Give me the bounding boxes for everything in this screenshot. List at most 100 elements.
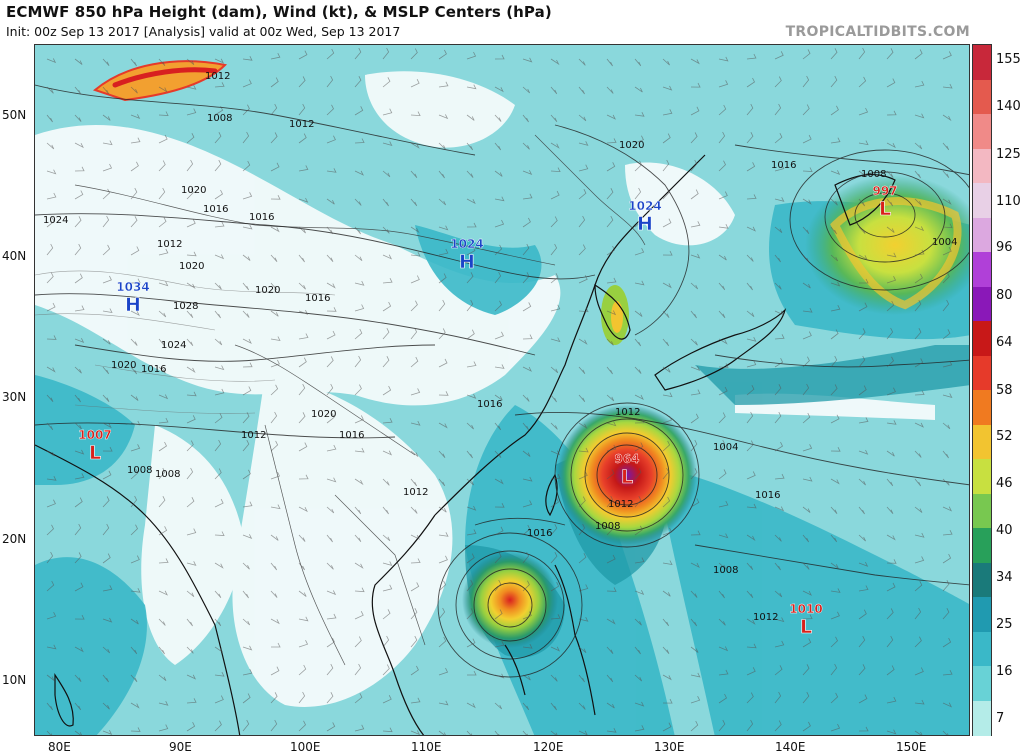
isobar-labels: 1012100810121020101610161024101210201020…: [43, 71, 957, 623]
wind-barb: [270, 590, 278, 598]
brand-label[interactable]: TROPICALTIDBITS.COM: [785, 24, 970, 40]
wind-barb: [382, 635, 390, 648]
wind-barb: [914, 273, 923, 284]
wind-barb: [942, 223, 953, 229]
wind-barb: [662, 392, 673, 398]
wind-barb: [550, 190, 560, 200]
wind-barb: [326, 637, 335, 648]
colorbar-segment: [973, 493, 991, 529]
wind-barb: [214, 282, 222, 290]
wind-barb: [774, 334, 785, 340]
wind-barb: [690, 468, 698, 480]
wind-barb: [46, 272, 54, 284]
wind-barb: [270, 77, 279, 88]
wind-barb: [942, 637, 952, 648]
wind-barb: [158, 646, 165, 655]
lat-label-10n: 10N: [2, 673, 27, 687]
wind-barb: [438, 730, 446, 735]
wind-barb: [802, 691, 810, 704]
wind-barb: [802, 664, 810, 676]
wind-barb: [914, 226, 925, 232]
wind-barb: [214, 132, 222, 144]
isobar-label: 1016: [141, 364, 166, 375]
wind-barb: [214, 590, 222, 599]
isobar-label: 1016: [477, 399, 502, 410]
wind-barb: [46, 702, 54, 711]
wind-barb: [858, 254, 868, 261]
wind-barb: [494, 641, 505, 648]
wind-barb: [774, 226, 783, 234]
wind-barb: [271, 642, 281, 648]
wind-barb: [942, 83, 953, 89]
wind-barb: [74, 674, 82, 682]
wind-barb: [914, 607, 922, 620]
wind-barb: [634, 112, 645, 117]
wind-barb: [298, 691, 306, 704]
wind-barb: [242, 693, 251, 704]
wind-barb: [858, 585, 869, 592]
wind-barb: [270, 719, 278, 732]
wind-barb: [662, 618, 670, 627]
wind-barb: [102, 470, 112, 480]
wind-barb: [550, 86, 558, 95]
wind-barb: [494, 609, 503, 620]
wind-barb: [634, 248, 645, 256]
isobar-label: 1016: [339, 430, 364, 441]
colorbar-label: 7: [996, 711, 1005, 726]
wind-barb: [718, 386, 728, 396]
wind-barb: [242, 412, 250, 424]
wind-barb: [522, 551, 530, 564]
wind-barb: [46, 422, 54, 431]
wind-barb: [690, 562, 700, 569]
wind-barb: [410, 356, 419, 368]
wind-barb: [326, 506, 335, 514]
wind-barb: [46, 58, 57, 64]
colorbar-segment: [973, 666, 991, 701]
wind-barb: [802, 383, 810, 396]
colorbar-segment: [973, 45, 991, 80]
wind-barb: [858, 198, 866, 207]
wind-barb: [410, 558, 421, 564]
wind-barb: [214, 310, 221, 319]
wind-barb: [326, 254, 334, 262]
wind-barb: [942, 553, 952, 564]
wind-barb: [606, 138, 617, 144]
wind-barb: [802, 444, 813, 452]
wind-barb: [130, 216, 138, 228]
lat-label-20n: 20N: [2, 532, 27, 546]
wind-barb: [886, 327, 894, 340]
wind-barb: [830, 137, 841, 144]
wind-barb: [102, 244, 111, 256]
wind-barb: [466, 608, 474, 620]
wind-barb: [886, 478, 894, 487]
wind-barb: [270, 562, 278, 571]
wind-barb: [942, 299, 950, 312]
wind-barb: [158, 618, 166, 626]
wind-barb: [606, 728, 617, 733]
wind-barb: [578, 86, 585, 95]
wind-barb: [438, 225, 449, 231]
wind-barb: [494, 142, 502, 151]
wind-barb: [102, 308, 113, 314]
wind-barb: [466, 246, 476, 256]
wind-barb: [102, 730, 113, 735]
wind-barb: [522, 302, 532, 312]
wind-barb: [46, 551, 54, 564]
wind-barb: [354, 663, 362, 676]
wind-barb: [467, 670, 477, 676]
weather-map[interactable]: 1012 1008 1012 1020 1016 1016 1024 1012 1020 1020…: [34, 44, 970, 736]
wind-barb: [438, 506, 447, 513]
wind-barb: [74, 702, 82, 711]
wind-barb: [550, 216, 558, 228]
wind-barb: [774, 534, 782, 542]
wind-barb: [410, 635, 418, 648]
wind-barb: [886, 635, 894, 648]
wind-barb: [802, 307, 813, 313]
wind-barb: [494, 503, 505, 508]
wind-barb: [46, 302, 56, 312]
wind-barb: [382, 450, 393, 456]
wind-barb: [270, 359, 280, 368]
wind-barb: [410, 730, 421, 735]
colorbar-segment: [973, 286, 991, 322]
